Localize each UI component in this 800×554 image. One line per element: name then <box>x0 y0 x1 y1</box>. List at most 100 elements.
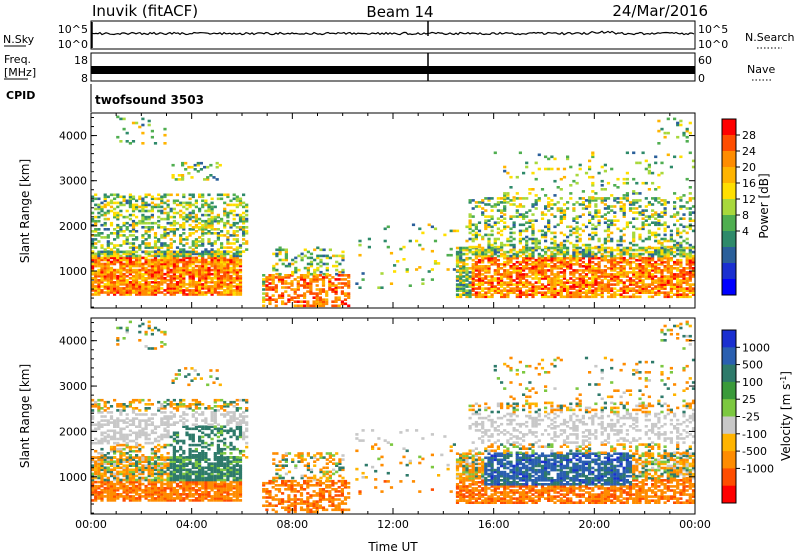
echo-cell <box>229 226 233 229</box>
echo-cell <box>103 236 107 239</box>
echo-cell <box>540 256 545 260</box>
echo-cell <box>210 289 214 292</box>
echo-cell <box>223 264 227 268</box>
echo-cell <box>160 270 164 274</box>
echo-cell <box>226 283 230 286</box>
echo-cell <box>166 250 170 253</box>
echo-cell <box>262 278 266 281</box>
echo-cell <box>553 239 557 243</box>
echo-cell <box>459 254 463 258</box>
echo-cell <box>119 289 123 292</box>
echo-cell <box>651 181 655 185</box>
echo-cell <box>471 273 475 276</box>
freq-label-line2: [MHz] <box>4 66 36 79</box>
echo-cell <box>321 300 326 303</box>
echo-cell <box>318 288 322 291</box>
echo-cell <box>449 247 453 251</box>
echo-cell <box>556 293 560 296</box>
echo-cell <box>238 291 243 294</box>
echo-cell <box>465 252 469 256</box>
echo-cell <box>603 241 607 245</box>
echo-cell <box>223 250 227 253</box>
echo-cell <box>188 232 192 235</box>
echo-cell <box>309 286 313 289</box>
echo-cell <box>119 213 123 217</box>
echo-cell <box>135 464 139 467</box>
echo-cell <box>537 265 541 268</box>
echo-cell <box>122 486 126 490</box>
echo-cell <box>606 235 611 239</box>
echo-cell <box>268 282 272 285</box>
echo-cell <box>185 268 189 272</box>
echo-cell <box>547 248 551 252</box>
echo-cell <box>144 221 148 225</box>
echo-cell <box>654 291 658 294</box>
echo-cell <box>638 269 642 272</box>
echo-cell <box>94 289 98 292</box>
echo-cell <box>318 300 322 303</box>
echo-cell <box>493 291 497 294</box>
echo-cell <box>191 260 195 264</box>
echo-cell <box>685 263 689 266</box>
echo-cell <box>509 271 513 274</box>
echo-cell <box>175 260 180 264</box>
echo-cell <box>182 193 186 197</box>
echo-cell <box>537 277 541 280</box>
echo-cell <box>660 277 664 280</box>
echo-cell <box>204 258 208 262</box>
echo-cell <box>210 197 214 201</box>
echo-cell <box>518 263 522 266</box>
echo-cell <box>487 275 491 278</box>
echo-cell <box>207 203 211 207</box>
echo-cell <box>185 470 189 474</box>
echo-cell <box>528 237 532 241</box>
echo-cell <box>575 239 579 243</box>
echo-cell <box>278 272 282 276</box>
echo-cell <box>528 219 532 222</box>
echo-cell <box>210 250 214 254</box>
echo-cell <box>309 252 314 256</box>
echo-cell <box>487 289 491 292</box>
echo-cell <box>550 279 554 282</box>
echo-cell <box>641 256 645 260</box>
echo-cell <box>106 244 110 247</box>
echo-cell <box>138 291 142 294</box>
echo-cell <box>660 250 664 254</box>
echo-cell <box>581 287 585 290</box>
echo-cell <box>119 277 123 280</box>
echo-cell <box>600 184 604 187</box>
echo-cell <box>193 163 197 167</box>
echo-cell <box>597 211 601 214</box>
echo-cell <box>188 486 192 490</box>
echo-cell <box>172 472 176 476</box>
echo-cell <box>290 284 294 287</box>
echo-cell <box>471 215 475 218</box>
echo-cell <box>144 468 148 472</box>
echo-cell <box>287 294 291 297</box>
echo-cell <box>91 230 95 233</box>
echo-cell <box>198 240 202 243</box>
echo-cell <box>113 464 117 467</box>
echo-cell <box>119 244 123 247</box>
echo-cell <box>603 277 607 280</box>
echo-cell <box>163 258 167 262</box>
echo-cell <box>122 291 126 294</box>
echo-cell <box>175 493 180 496</box>
echo-cell <box>220 246 224 249</box>
echo-cell <box>518 151 522 155</box>
echo-cell <box>113 244 117 247</box>
echo-cell <box>194 285 198 288</box>
echo-cell <box>185 254 189 258</box>
echo-cell <box>534 161 538 165</box>
echo-cell <box>175 482 180 486</box>
echo-cell <box>172 230 176 233</box>
echo-cell <box>238 293 243 296</box>
echo-cell <box>654 265 658 268</box>
echo-cell <box>641 221 645 224</box>
echo-cell <box>525 256 529 260</box>
echo-cell <box>559 291 563 294</box>
echo-cell <box>628 246 633 250</box>
echo-cell <box>578 163 582 167</box>
echo-cell <box>163 217 167 221</box>
echo-cell <box>632 279 636 282</box>
